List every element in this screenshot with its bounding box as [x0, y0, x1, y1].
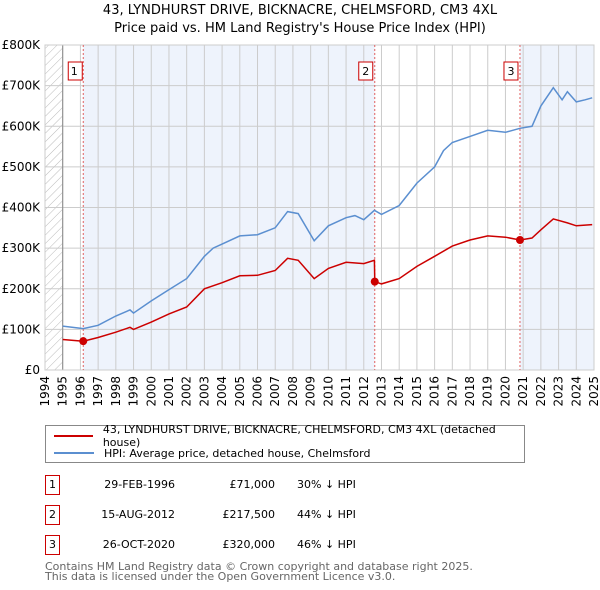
transaction-row: 1 29-FEB-1996 £71,000 30% ↓ HPI [45, 475, 445, 495]
x-tick-label: 2012 [357, 376, 371, 407]
sale-point [370, 277, 379, 286]
legend-swatch-property [54, 435, 93, 437]
x-tick-label: 2007 [268, 376, 282, 407]
transaction-number: 2 [45, 505, 60, 525]
transaction-hpi: 44% ↓ HPI [297, 508, 356, 521]
y-tick-label: £0 [25, 363, 40, 377]
y-tick-label: £800K [2, 38, 42, 52]
sale-label-box [503, 61, 519, 81]
transaction-date: 29-FEB-1996 [104, 478, 175, 491]
y-tick-label: £500K [2, 160, 42, 174]
x-tick-label: 2024 [569, 376, 583, 407]
x-tick-label: 2004 [215, 376, 229, 407]
x-tick-label: 2005 [233, 376, 247, 407]
sale-label-box [67, 61, 83, 81]
y-tick-label: £200K [2, 282, 42, 296]
transaction-date: 26-OCT-2020 [102, 538, 175, 551]
legend-swatch-hpi [54, 452, 94, 454]
x-tick-label: 2020 [498, 376, 512, 407]
footer-line-2: This data is licensed under the Open Gov… [45, 570, 396, 583]
x-tick-label: 2001 [162, 376, 176, 407]
x-tick-label: 1997 [91, 376, 105, 407]
legend-item-property: 43, LYNDHURST DRIVE, BICKNACRE, CHELMSFO… [54, 423, 524, 449]
x-tick-label: 2003 [197, 376, 211, 407]
x-tick-label: 2015 [410, 376, 424, 407]
transaction-price: £217,500 [222, 508, 276, 521]
sale-point [79, 337, 88, 346]
x-tick-label: 2013 [374, 376, 388, 407]
x-tick-label: 2021 [516, 376, 530, 407]
title-line-2: Price paid vs. HM Land Registry's House … [114, 21, 486, 36]
x-tick-label: 2011 [339, 376, 353, 407]
title-line-1: 43, LYNDHURST DRIVE, BICKNACRE, CHELMSFO… [102, 3, 498, 18]
x-tick-label: 2023 [552, 376, 566, 407]
transaction-hpi: 30% ↓ HPI [297, 478, 356, 491]
transaction-row: 3 26-OCT-2020 £320,000 46% ↓ HPI [45, 535, 445, 555]
y-tick-label: £600K [2, 119, 42, 133]
transaction-row: 2 15-AUG-2012 £217,500 44% ↓ HPI [45, 505, 445, 525]
x-tick-label: 2016 [428, 376, 442, 407]
x-tick-label: 2002 [180, 376, 194, 407]
footer: Contains HM Land Registry data © Crown c… [45, 560, 473, 583]
x-tick-label: 2006 [251, 376, 265, 407]
x-tick-label: 2014 [392, 376, 406, 407]
legend: 43, LYNDHURST DRIVE, BICKNACRE, CHELMSFO… [45, 423, 525, 463]
x-tick-label: 1998 [109, 376, 123, 407]
x-tick-label: 2022 [534, 376, 548, 407]
x-tick-label: 1999 [127, 376, 141, 407]
sale-point [515, 236, 524, 244]
sale-label: 3 [507, 65, 514, 78]
transaction-number: 3 [45, 535, 60, 555]
x-tick-label: 2000 [144, 376, 158, 407]
plot-frame [44, 44, 595, 371]
x-tick-label: 2017 [445, 376, 459, 407]
transaction-number: 1 [45, 475, 60, 495]
x-tick-label: 2008 [286, 376, 300, 407]
legend-item-hpi: HPI: Average price, detached house, Chel… [54, 445, 370, 461]
hpi-line [62, 86, 593, 330]
y-tick-label: £400K [2, 201, 42, 215]
transaction-date: 15-AUG-2012 [101, 508, 175, 521]
x-tick-label: 1995 [56, 376, 70, 407]
y-tick-label: £100K [2, 322, 42, 336]
x-tick-label: 1994 [38, 376, 52, 407]
x-tick-label: 2025 [587, 376, 600, 407]
sale-label: 2 [362, 65, 369, 78]
chart-title: 43, LYNDHURST DRIVE, BICKNACRE, CHELMSFO… [0, 2, 600, 38]
y-tick-label: £700K [2, 79, 42, 93]
x-tick-label: 2010 [321, 376, 335, 407]
y-tick-label: £300K [2, 241, 42, 255]
x-tick-label: 2019 [481, 376, 495, 407]
legend-label-property: 43, LYNDHURST DRIVE, BICKNACRE, CHELMSFO… [102, 423, 496, 449]
sale-label-box [358, 61, 374, 81]
transaction-price: £320,000 [222, 538, 276, 551]
price-chart: 1994 1995 1996 1997 1998 1999 2000 2001 2002 2003… [2, 38, 600, 407]
footer-line-1: Contains HM Land Registry data © Crown c… [45, 560, 473, 573]
transaction-price: £71,000 [229, 478, 276, 491]
transaction-hpi: 46% ↓ HPI [297, 538, 356, 551]
legend-label-hpi: HPI: Average price, detached house, Chel… [104, 446, 371, 460]
x-tick-label: 1996 [73, 376, 87, 407]
x-tick-label: 2009 [304, 376, 318, 407]
x-tick-label: 2018 [463, 376, 477, 407]
sale-label: 1 [71, 65, 78, 78]
